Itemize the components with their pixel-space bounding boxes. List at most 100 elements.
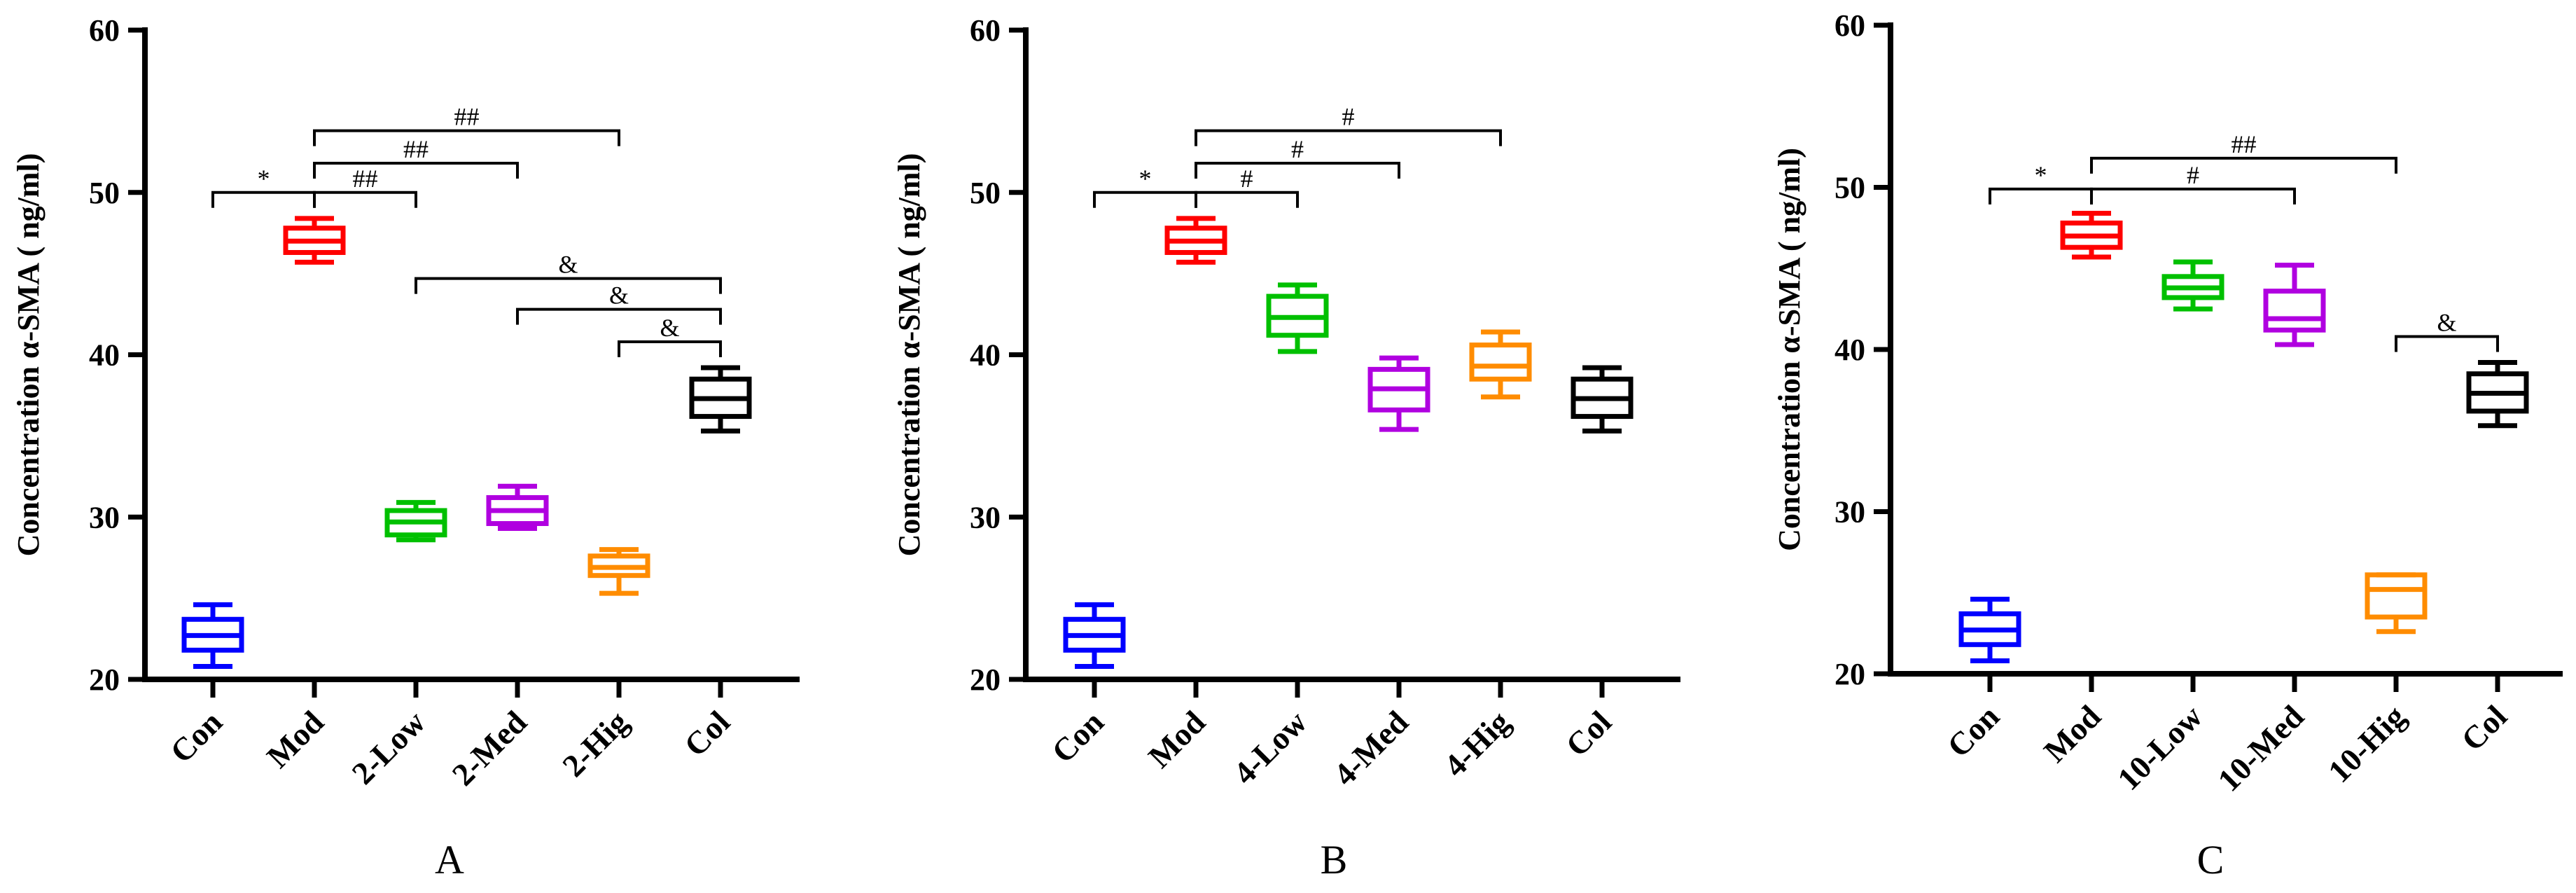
bracket-line — [1195, 162, 1400, 179]
x-category-label: Con — [1045, 704, 1111, 770]
y-axis-title: Concentration α-SMA ( ng/ml) — [11, 153, 46, 557]
significance-bracket: # — [1195, 165, 1299, 208]
x-category-label: 10-Low — [2110, 698, 2209, 797]
y-tick-label: 30 — [970, 500, 1001, 534]
bracket-line — [2395, 335, 2499, 352]
significance-bracket: ## — [313, 135, 519, 179]
x-category-label: Col — [677, 704, 737, 763]
x-category-label: Mod — [2037, 698, 2108, 769]
significance-label: ## — [403, 135, 429, 163]
y-tick-label: 60 — [89, 13, 120, 48]
box-4-low — [1266, 282, 1329, 354]
significance-bracket: * — [1989, 161, 2093, 205]
x-category-label: 2-Med — [445, 704, 534, 793]
box-10-med — [2263, 263, 2326, 347]
x-category-label: Col — [2454, 698, 2514, 758]
bracket-line — [415, 277, 722, 294]
y-tick-label: 50 — [1834, 171, 1865, 205]
x-category-label: Con — [1940, 698, 2006, 764]
x-category-label: 4-Hig — [1437, 704, 1517, 784]
significance-bracket: & — [2395, 308, 2499, 352]
x-category-label: Con — [163, 704, 229, 770]
box-con — [181, 602, 244, 669]
y-tick-label: 20 — [1834, 657, 1865, 691]
significance-label: ## — [2232, 130, 2257, 158]
chart-panel-a: 20 30 40 50 60 Concentration α-SMA ( ng/ml) Co… — [11, 13, 800, 882]
y-tick-label: 60 — [970, 13, 1001, 48]
box-4-med — [1367, 355, 1430, 432]
significance-bracket: & — [516, 282, 722, 325]
significance-label: * — [2035, 161, 2047, 189]
bracket-line — [313, 162, 519, 179]
box-4-hig — [1469, 329, 1532, 400]
x-category-label: 2-Low — [344, 704, 432, 791]
x-category-label: 2-Hig — [555, 704, 635, 784]
y-tick-label: 30 — [1834, 495, 1865, 529]
panel-label: A — [435, 837, 464, 882]
significance-bracket: ## — [313, 103, 620, 146]
box-2-low — [384, 499, 447, 543]
y-tick-label: 60 — [1834, 8, 1865, 43]
y-axis-title: Concentration α-SMA ( ng/ml) — [892, 153, 926, 557]
x-category-label: 4-Med — [1327, 704, 1416, 793]
box-mod — [2060, 211, 2123, 260]
box-10-low — [2161, 259, 2225, 312]
bracket-line — [211, 191, 316, 208]
x-category-label: Mod — [260, 704, 330, 775]
chart-panel-c: 20 30 40 50 60 Concentration α-SMA ( ng/ml) Co… — [1772, 8, 2563, 882]
significance-label: # — [2187, 161, 2199, 189]
significance-label: # — [1291, 135, 1304, 163]
bracket-line — [1195, 191, 1299, 208]
significance-label: ## — [454, 103, 480, 131]
significance-label: # — [1342, 103, 1355, 131]
y-tick-label: 50 — [970, 176, 1001, 210]
box-2-med — [486, 483, 549, 531]
significance-label: ## — [353, 165, 378, 193]
box-col — [1571, 365, 1634, 434]
box-col — [689, 365, 752, 434]
significance-bracket: & — [618, 314, 722, 357]
bracket-line — [1093, 191, 1197, 208]
bracket-line — [516, 307, 722, 325]
x-category-label: 10-Med — [2211, 698, 2311, 798]
significance-bracket: ## — [313, 165, 417, 208]
significance-label: * — [1139, 165, 1152, 193]
x-category-label: 4-Low — [1226, 704, 1314, 791]
significance-label: & — [558, 251, 578, 279]
significance-label: & — [2437, 308, 2456, 336]
significance-bracket: # — [2090, 161, 2296, 205]
panel-label: C — [2197, 837, 2225, 882]
iqr-box — [1469, 342, 1532, 382]
significance-bracket: ## — [2090, 130, 2397, 174]
significance-label: & — [660, 314, 679, 342]
bracket-line — [313, 129, 620, 146]
bracket-line — [313, 191, 417, 208]
y-tick-label: 20 — [970, 663, 1001, 697]
y-tick-label: 20 — [89, 663, 120, 697]
significance-bracket: & — [415, 251, 722, 294]
bracket-line — [2090, 187, 2296, 205]
significance-label: * — [258, 165, 270, 193]
significance-label: # — [1241, 165, 1253, 193]
significance-bracket: # — [1195, 103, 1502, 146]
x-category-label: 10-Hig — [2321, 698, 2412, 789]
box-10-hig — [2365, 572, 2428, 635]
significance-bracket: * — [1093, 165, 1197, 208]
y-tick-label: 30 — [89, 500, 120, 534]
y-tick-label: 40 — [970, 338, 1001, 373]
significance-bracket: # — [1195, 135, 1400, 179]
significance-label: & — [609, 282, 629, 310]
panel-label: B — [1321, 837, 1348, 882]
y-tick-label: 40 — [89, 338, 120, 373]
chart-panel-b: 20 30 40 50 60 Concentration α-SMA ( ng/ml) Co… — [892, 13, 1680, 882]
significance-bracket: * — [211, 165, 316, 208]
box-col — [2466, 360, 2529, 429]
bracket-line — [2090, 156, 2397, 174]
x-category-label: Col — [1559, 704, 1618, 763]
bracket-line — [1989, 187, 2093, 205]
y-axis-title: Concentration α-SMA ( ng/ml) — [1772, 148, 1806, 551]
box-mod — [1164, 216, 1227, 265]
box-mod — [283, 216, 346, 265]
bracket-line — [1195, 129, 1502, 146]
